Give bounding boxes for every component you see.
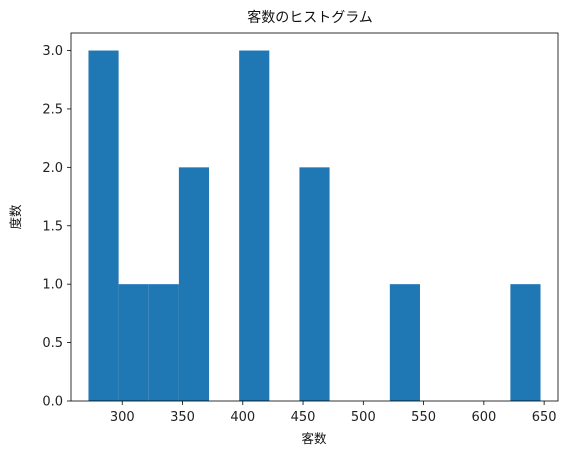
- x-axis-ticks: 300 350 400 450 500 550 600 650: [110, 401, 557, 425]
- histogram-bar: [148, 284, 179, 401]
- histogram-bar: [88, 50, 119, 402]
- x-tick-label: 400: [230, 410, 255, 425]
- x-tick-label: 300: [110, 410, 135, 425]
- x-axis-label: 客数: [301, 431, 327, 446]
- histogram-bar: [178, 167, 210, 401]
- x-tick-label: 600: [471, 410, 496, 425]
- histogram-bar: [299, 167, 330, 401]
- x-tick-label: 450: [291, 410, 316, 425]
- y-tick-label: 1.0: [42, 278, 63, 293]
- plot-frame: [70, 32, 559, 402]
- chart-title: 客数のヒストグラム: [247, 9, 373, 26]
- x-tick-label: 650: [532, 410, 557, 425]
- histogram-bar: [389, 284, 420, 401]
- y-tick-label: 2.0: [42, 161, 63, 176]
- histogram-bar: [118, 284, 149, 401]
- x-tick-label: 500: [351, 410, 376, 425]
- x-tick-label: 550: [411, 410, 436, 425]
- y-tick-label: 1.5: [42, 219, 63, 234]
- y-tick-label: 3.0: [42, 44, 63, 59]
- y-tick-label: 0.5: [42, 336, 63, 351]
- y-axis-ticks: 0.0 0.5 1.0 1.5 2.0 2.5 3.0: [42, 44, 71, 410]
- bars-group: [88, 50, 541, 402]
- histogram-bar: [510, 284, 541, 401]
- histogram-bar: [239, 50, 270, 402]
- y-tick-label: 0.0: [42, 395, 63, 410]
- y-tick-label: 2.5: [42, 102, 63, 117]
- x-tick-label: 350: [170, 410, 195, 425]
- y-axis-label: 度数: [8, 204, 23, 230]
